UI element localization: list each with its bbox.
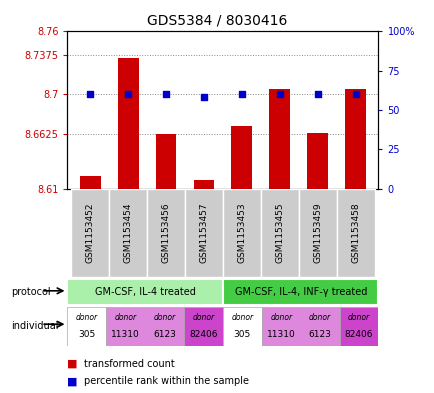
Bar	[106, 307, 145, 346]
Text: 11310: 11310	[111, 331, 140, 339]
Text: transformed count: transformed count	[84, 358, 174, 369]
Bar	[147, 189, 184, 277]
Text: percentile rank within the sample: percentile rank within the sample	[84, 376, 248, 386]
Text: GSM1153455: GSM1153455	[275, 202, 284, 263]
Bar	[222, 279, 378, 305]
Point	[238, 91, 245, 97]
Text: 305: 305	[78, 331, 95, 339]
Text: GSM1153458: GSM1153458	[350, 202, 359, 263]
Point	[200, 94, 207, 101]
Bar	[339, 307, 378, 346]
Text: GSM1153454: GSM1153454	[123, 203, 132, 263]
Bar	[71, 189, 109, 277]
Text: GM-CSF, IL-4, INF-γ treated: GM-CSF, IL-4, INF-γ treated	[234, 287, 366, 297]
Bar	[118, 58, 138, 189]
Bar	[300, 307, 339, 346]
Text: donor: donor	[76, 313, 98, 322]
Bar	[109, 189, 147, 277]
Text: donor: donor	[192, 313, 214, 322]
Text: GSM1153459: GSM1153459	[312, 202, 322, 263]
Text: 305: 305	[233, 331, 250, 339]
Text: ■: ■	[67, 376, 78, 386]
Point	[313, 91, 320, 97]
Bar	[222, 189, 260, 277]
Bar	[79, 176, 100, 189]
Bar	[261, 307, 300, 346]
Bar	[345, 89, 365, 189]
Bar	[184, 189, 223, 277]
Bar	[260, 189, 298, 277]
Text: 6123: 6123	[153, 331, 176, 339]
Text: donor: donor	[231, 313, 253, 322]
Bar	[67, 279, 222, 305]
Text: donor: donor	[153, 313, 175, 322]
Text: GSM1153457: GSM1153457	[199, 202, 208, 263]
Text: protocol: protocol	[11, 287, 50, 297]
Point	[125, 91, 132, 97]
Bar	[222, 307, 261, 346]
Text: ■: ■	[67, 358, 78, 369]
Bar	[155, 134, 176, 189]
Point	[352, 91, 358, 97]
Bar	[336, 189, 374, 277]
Bar	[269, 89, 289, 189]
Bar	[231, 126, 252, 189]
Text: donor: donor	[270, 313, 292, 322]
Bar	[298, 189, 336, 277]
Bar	[307, 133, 327, 189]
Bar	[184, 307, 223, 346]
Bar	[145, 307, 184, 346]
Text: GM-CSF, IL-4 treated: GM-CSF, IL-4 treated	[95, 287, 195, 297]
Point	[276, 91, 283, 97]
Text: 6123: 6123	[308, 331, 331, 339]
Text: donor: donor	[309, 313, 330, 322]
Text: GSM1153456: GSM1153456	[161, 202, 170, 263]
Point	[162, 91, 169, 97]
Text: donor: donor	[115, 313, 136, 322]
Text: GDS5384 / 8030416: GDS5384 / 8030416	[147, 14, 287, 28]
Text: 82406: 82406	[344, 331, 372, 339]
Bar	[67, 307, 106, 346]
Text: individual: individual	[11, 321, 58, 331]
Text: 82406: 82406	[189, 331, 217, 339]
Text: GSM1153452: GSM1153452	[85, 203, 95, 263]
Text: donor: donor	[347, 313, 369, 322]
Text: GSM1153453: GSM1153453	[237, 202, 246, 263]
Point	[86, 91, 93, 97]
Bar	[193, 180, 214, 189]
Text: 11310: 11310	[266, 331, 295, 339]
